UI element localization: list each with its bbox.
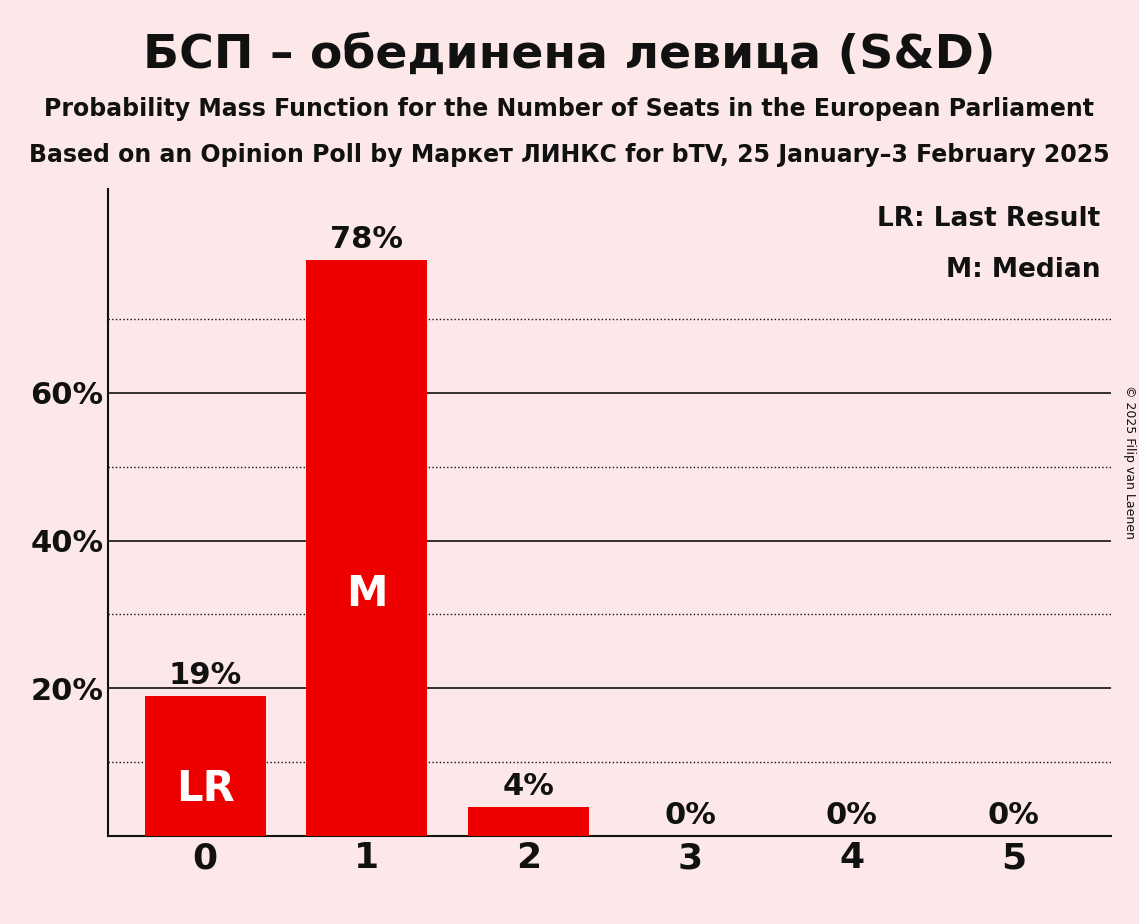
Bar: [468, 807, 589, 836]
Text: 19%: 19%: [169, 661, 241, 690]
Text: 0%: 0%: [664, 801, 716, 831]
Text: 0%: 0%: [826, 801, 878, 831]
Text: БСП – обединена левица (S&D): БСП – обединена левица (S&D): [144, 32, 995, 78]
Bar: [145, 696, 265, 836]
Text: 78%: 78%: [330, 225, 403, 254]
Text: Based on an Opinion Poll by Маркет ЛИНКС for bTV, 25 January–3 February 2025: Based on an Opinion Poll by Маркет ЛИНКС…: [30, 143, 1109, 167]
Text: © 2025 Filip van Laenen: © 2025 Filip van Laenen: [1123, 385, 1137, 539]
Text: M: Median: M: Median: [947, 257, 1100, 284]
Text: Probability Mass Function for the Number of Seats in the European Parliament: Probability Mass Function for the Number…: [44, 97, 1095, 121]
Text: LR: LR: [175, 769, 235, 810]
Text: 0%: 0%: [988, 801, 1040, 831]
Text: LR: Last Result: LR: Last Result: [877, 206, 1100, 232]
Text: 4%: 4%: [502, 772, 555, 801]
Bar: [306, 260, 427, 836]
Text: M: M: [346, 573, 387, 615]
